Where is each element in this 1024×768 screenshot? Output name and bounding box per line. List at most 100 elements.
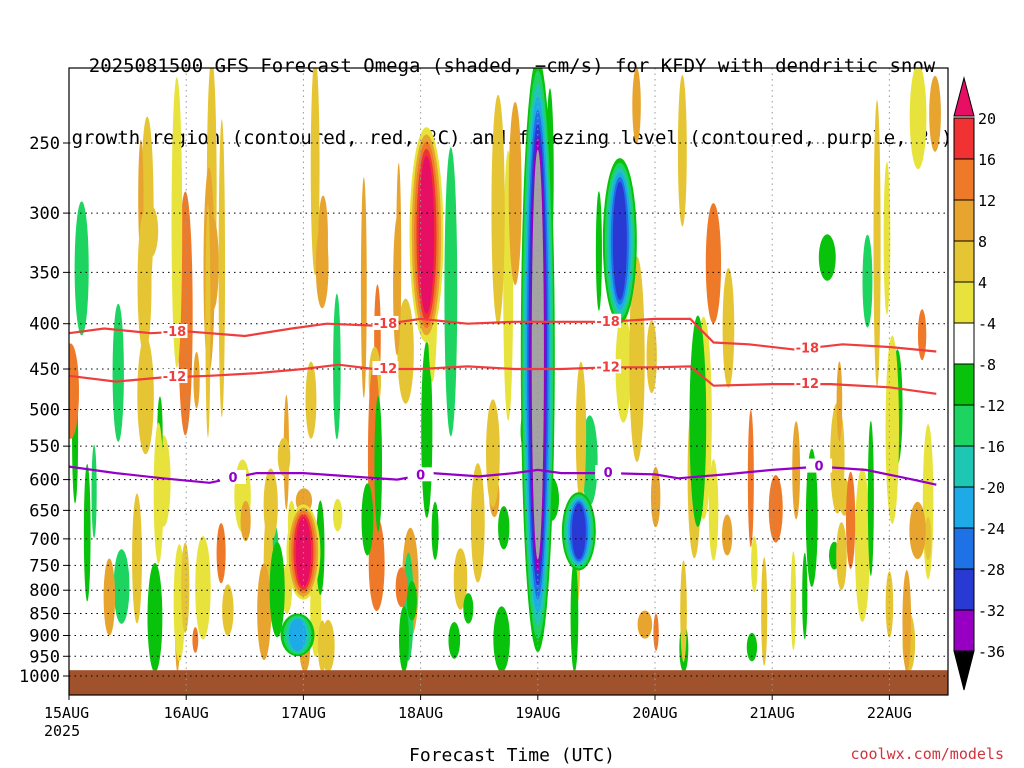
omega-streak <box>361 483 374 556</box>
contour-line <box>69 317 937 353</box>
omega-streak <box>632 68 641 143</box>
omega-streak <box>368 516 385 612</box>
omega-streak <box>132 493 142 624</box>
y-tick-label: 500 <box>29 401 60 421</box>
omega-streak <box>333 293 341 440</box>
omega-streak <box>171 77 183 368</box>
colorbar-label: -32 <box>978 602 1005 620</box>
omega-streak <box>193 351 200 409</box>
colorbar-label: 4 <box>978 274 987 292</box>
colorbar-label: -24 <box>978 520 1005 538</box>
colorbar-box <box>953 404 975 447</box>
omega-streak <box>909 68 927 170</box>
omega-streak <box>818 234 836 281</box>
plot-frame <box>68 67 949 696</box>
omega-streak <box>836 522 847 591</box>
omega-streak <box>463 593 474 624</box>
y-tick-label: 600 <box>29 471 60 491</box>
omega-feature-2 <box>612 181 627 301</box>
omega-streak <box>909 501 926 560</box>
omega-streak <box>705 203 722 324</box>
contour-label: 0 <box>416 468 425 483</box>
omega-streak <box>399 606 409 673</box>
contour-label-bg <box>595 359 622 374</box>
y-tick-label: 800 <box>29 581 60 601</box>
colorbar-box <box>953 445 975 488</box>
omega-streak <box>444 147 458 437</box>
contour-label: -12 <box>596 360 620 375</box>
omega-streak <box>374 395 383 532</box>
contour-label: -18 <box>796 341 820 356</box>
omega-streak <box>317 620 327 673</box>
y-tick-label: 850 <box>29 605 60 625</box>
y-tick-label: 300 <box>29 204 60 224</box>
colorbar-box <box>953 486 975 529</box>
contour-label: -18 <box>163 325 187 340</box>
omega-streak <box>205 204 211 438</box>
omega-streak <box>802 552 808 640</box>
omega-streak <box>747 409 754 548</box>
y-tick-label: 700 <box>29 530 60 550</box>
contour-label: -12 <box>796 377 820 392</box>
contour-label: -18 <box>374 317 398 332</box>
colorbar-label: -20 <box>978 479 1005 497</box>
y-tick-label: 250 <box>29 134 60 154</box>
omega-streak <box>836 361 843 442</box>
colorbar-box <box>953 158 975 201</box>
omega-streak <box>153 422 164 564</box>
contour-label: 0 <box>229 471 238 486</box>
omega-streak <box>677 74 687 227</box>
x-tick-label: 19AUG <box>515 704 560 722</box>
contour-label-bg <box>595 313 622 328</box>
y-tick-label: 900 <box>29 626 60 646</box>
omega-streak <box>680 560 687 663</box>
omega-streak <box>83 463 91 602</box>
chart-title-line1: 2025081500 GFS Forecast Omega (shaded, −… <box>88 55 936 77</box>
omega-streak <box>315 224 329 309</box>
omega-streak <box>867 420 874 576</box>
contour-label-bg <box>161 369 188 384</box>
contour-label-bg <box>806 458 833 473</box>
y-tick-label: 950 <box>29 647 60 667</box>
omega-streak <box>453 548 468 610</box>
omega-streak <box>493 606 510 673</box>
omega-streak <box>653 613 659 651</box>
omega-streak <box>448 622 461 659</box>
colorbar-box <box>953 322 975 365</box>
omega-streak <box>902 570 912 673</box>
omega-streak <box>792 421 801 520</box>
x-tick-label: 20AUG <box>632 704 677 722</box>
omega-streak <box>637 610 653 639</box>
omega-streak <box>595 191 602 311</box>
colorbar-box <box>953 281 975 324</box>
x-axis-title: Forecast Time (UTC) <box>409 745 615 766</box>
colorbar: 20 16 12 8 4 -4 -8 -12 -16 -20 -24 -28 -32 -36 <box>953 76 1005 691</box>
contour-label: -12 <box>163 370 187 385</box>
omega-streak <box>761 557 768 666</box>
x-tick-label: 17AUG <box>281 704 326 722</box>
contour-line <box>69 363 937 395</box>
omega-streak <box>768 475 783 543</box>
contour-label-bg <box>794 340 821 355</box>
omega-streak <box>269 541 285 638</box>
x-tick-year: 2025 <box>44 722 80 740</box>
contour-label-bg <box>161 323 188 338</box>
omega-streak <box>751 536 758 593</box>
contour-label: -18 <box>596 315 620 330</box>
omega-shading <box>69 68 941 673</box>
colorbar-box <box>953 568 975 611</box>
contour-label-bg <box>220 469 247 484</box>
omega-streak <box>431 501 439 560</box>
contour-label: 0 <box>604 466 613 481</box>
omega-streak <box>689 315 707 527</box>
contour-label: -12 <box>374 362 398 377</box>
omega-streak <box>873 100 881 388</box>
omega-streak <box>113 549 130 624</box>
omega-streak <box>69 343 79 439</box>
omega-streak <box>393 218 401 356</box>
colorbar-label: -8 <box>978 356 996 374</box>
omega-streak <box>629 256 645 462</box>
omega-streak <box>181 542 190 633</box>
colorbar-label: 20 <box>978 110 996 128</box>
omega-streak <box>74 201 89 336</box>
